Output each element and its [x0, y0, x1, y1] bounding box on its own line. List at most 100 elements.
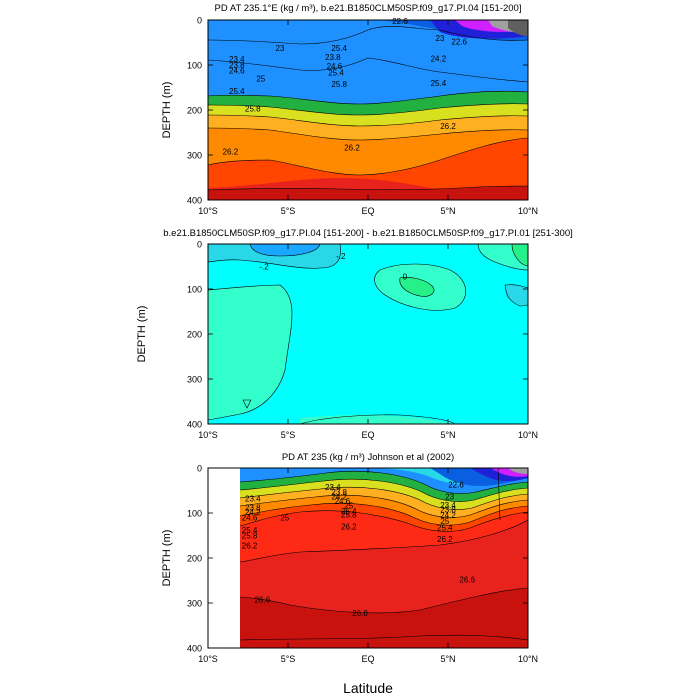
x-tick-label: 5°S [281, 654, 296, 664]
contour-label: 26.2 [341, 523, 357, 532]
contour-label: 25.8 [341, 510, 357, 519]
y-tick-label: 0 [197, 240, 202, 250]
contour-label: 25.4 [431, 79, 447, 88]
x-tick-label: 10°N [518, 654, 538, 664]
contour-label: 23.8 [245, 504, 261, 513]
contour-label: 25.8 [331, 80, 347, 89]
x-tick-label: 5°S [281, 206, 296, 216]
panel-title: PD AT 235 (kg / m³) Johnson et al (2002) [282, 452, 454, 463]
contour-label: 24.2 [245, 508, 261, 517]
y-axis-label: DEPTH (m) [161, 82, 173, 139]
contour-label: 25.4 [341, 507, 357, 516]
y-axis: 0 100 200 300 400 [187, 240, 528, 430]
contour-label: 24.6 [327, 62, 343, 71]
contour-label: 25.8 [245, 105, 261, 114]
x-tick-label: 5°N [440, 206, 455, 216]
y-axis: 0 100 200 300 400 [187, 464, 528, 654]
contour-fill [208, 468, 528, 648]
x-tick-label: 10°N [518, 430, 538, 440]
x-tick-label: 10°S [198, 430, 218, 440]
contour-label: 25.4 [328, 69, 344, 78]
contour-lines [208, 26, 528, 191]
contour-label: 23.8 [440, 505, 456, 514]
contour-label: 23.4 [229, 55, 245, 64]
contour-label: 23.8 [325, 53, 341, 62]
panel-pd-model: PD AT 235.1°E (kg / m³), b.e21.B1850CLM5… [161, 3, 538, 216]
contour-label: 24.2 [431, 54, 447, 63]
contour-label: 25 [280, 514, 289, 523]
x-tick-label: 5°N [440, 654, 455, 664]
contour-label: 25.4 [242, 526, 258, 535]
contour-label: 24.2 [331, 492, 347, 501]
y-tick-label: 400 [187, 196, 202, 206]
y-tick-label: 200 [187, 554, 202, 564]
panel-pd-difference: b.e21.B1850CLM50SP.f09_g17.PI.04 [151-20… [136, 228, 573, 440]
contour-label: 25.4 [437, 523, 453, 532]
contour-label: 26.6 [255, 595, 271, 604]
contour-label: 26.2 [242, 541, 258, 550]
contour-lines [208, 244, 528, 424]
contour-label: 25 [440, 517, 449, 526]
contour-labels: 2323.423.824.62525.425.825.423.824.625.4… [223, 17, 468, 156]
contour-lines [239, 468, 528, 641]
contour-label: 24.6 [242, 514, 258, 523]
contour-label: 25.4 [331, 44, 347, 53]
contour-label: 23.4 [440, 501, 456, 510]
y-tick-label: 300 [187, 599, 202, 609]
contour-label: 22.6 [392, 17, 408, 26]
x-tick-label: 10°N [518, 206, 538, 216]
x-axis: 10°S 5°S EQ 5°N 10°N [198, 244, 538, 440]
x-axis-title: Latitude [343, 680, 393, 696]
x-tick-label: EQ [361, 430, 374, 440]
y-tick-label: 300 [187, 151, 202, 161]
y-axis-label: DEPTH (m) [136, 306, 148, 363]
x-axis: 10°S 5°S EQ 5°N 10°N [198, 20, 538, 216]
contour-label: -.2 [336, 252, 346, 261]
y-tick-label: 100 [187, 61, 202, 71]
panel-title: PD AT 235.1°E (kg / m³), b.e21.B1850CLM5… [215, 3, 522, 14]
contour-labels: 23.423.824.224.62525.425.823.423.824.224… [242, 481, 476, 618]
y-tick-label: 100 [187, 509, 202, 519]
y-tick-label: 400 [187, 644, 202, 654]
contour-label: 26.2 [223, 147, 239, 156]
contour-label: 25 [256, 75, 265, 84]
contour-label: 23 [276, 44, 285, 53]
contour-label: 26.2 [344, 143, 360, 152]
contour-label: 26.2 [440, 122, 456, 131]
x-tick-label: 10°S [198, 206, 218, 216]
y-tick-label: 200 [187, 106, 202, 116]
contour-label: 26.2 [437, 535, 453, 544]
panel-pd-observed: PD AT 235 (kg / m³) Johnson et al (2002) [161, 452, 538, 664]
y-tick-label: 300 [187, 375, 202, 385]
y-axis: 0 100 200 300 400 [187, 16, 528, 206]
contour-label: 23.8 [229, 61, 245, 70]
contour-label: 25.8 [242, 532, 258, 541]
contour-label: -.2 [259, 263, 269, 272]
y-axis-label: DEPTH (m) [161, 530, 173, 587]
y-tick-label: 100 [187, 285, 202, 295]
contour-label: 23.4 [245, 495, 261, 504]
x-tick-label: 5°N [440, 430, 455, 440]
contour-label: 25 [344, 501, 353, 510]
contour-label: 22.6 [451, 38, 467, 47]
y-tick-label: 0 [197, 16, 202, 26]
x-tick-label: 5°S [281, 430, 296, 440]
contour-label: 0 [403, 272, 408, 281]
y-tick-label: 0 [197, 464, 202, 474]
x-tick-label: 10°S [198, 654, 218, 664]
panel-title: b.e21.B1850CLM50SP.f09_g17.PI.04 [151-20… [163, 228, 573, 239]
contour-label: 26.8 [352, 609, 368, 618]
y-tick-label: 400 [187, 420, 202, 430]
contour-label: 23.4 [325, 483, 341, 492]
contour-label: 22.6 [448, 481, 464, 490]
y-tick-label: 200 [187, 330, 202, 340]
x-axis: 10°S 5°S EQ 5°N 10°N [198, 468, 538, 664]
contour-label: 25.4 [229, 87, 245, 96]
contour-fill [208, 244, 528, 424]
x-tick-label: EQ [361, 654, 374, 664]
x-tick-label: EQ [361, 206, 374, 216]
contour-label: 24.2 [440, 511, 456, 520]
contour-fill [208, 20, 528, 200]
contour-label: 24.6 [229, 66, 245, 75]
